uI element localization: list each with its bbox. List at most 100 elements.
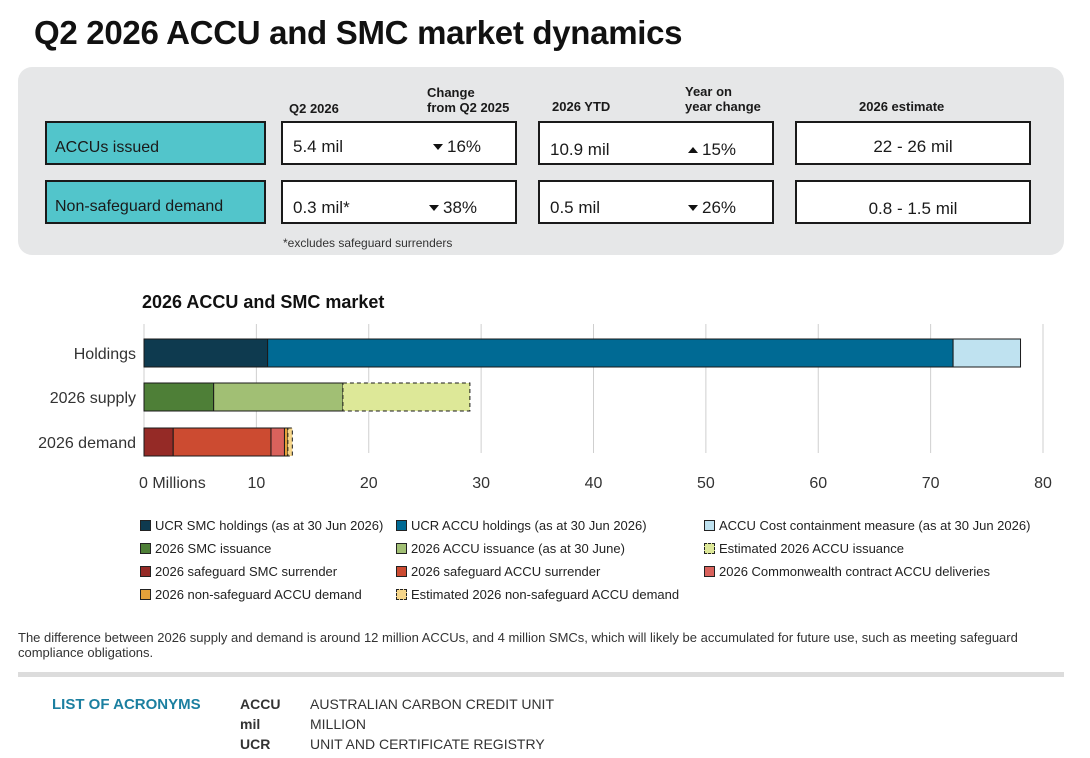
cell-demand-q2: 0.3 mil* 38%	[281, 180, 517, 224]
value-accus-q2: 5.4 mil	[293, 137, 344, 156]
x-tick-label: 40	[585, 475, 603, 492]
value-accus-estimate: 22 - 26 mil	[873, 137, 953, 156]
legend-swatch	[140, 566, 151, 577]
header-ytd: 2026 YTD	[552, 99, 611, 114]
legend-item: 2026 SMC issuance	[140, 541, 271, 556]
legend-swatch	[396, 566, 407, 577]
acronym-full: UNIT AND CERTIFICATE REGISTRY	[310, 736, 545, 752]
header-yoy: Year on year change	[685, 84, 761, 114]
acronym-abbr: UCR	[240, 736, 271, 752]
bar-segment	[287, 427, 293, 457]
bar-segment	[143, 427, 174, 457]
legend-swatch	[396, 543, 407, 554]
legend-label: 2026 ACCU issuance (as at 30 June)	[411, 541, 625, 556]
legend-label: 2026 safeguard ACCU surrender	[411, 564, 601, 579]
legend-item: 2026 non-safeguard ACCU demand	[140, 587, 362, 602]
value-accus-yoy: 15%	[702, 140, 737, 159]
acronym-abbr: mil	[240, 716, 261, 732]
header-change-line1: Change	[427, 85, 475, 100]
bar-segment	[143, 338, 269, 368]
header-change: Change from Q2 2025	[427, 85, 509, 115]
header-q2: Q2 2026	[289, 101, 339, 116]
legend-item: ACCU Cost containment measure (as at 30 …	[704, 518, 1030, 533]
bar-segment	[172, 427, 272, 457]
bar-segment	[267, 338, 954, 368]
value-accus-ytd: 10.9 mil	[550, 140, 610, 159]
down-arrow-icon	[433, 144, 443, 150]
down-arrow-icon	[429, 205, 439, 211]
x-tick-label: 30	[472, 475, 490, 492]
legend-label: UCR SMC holdings (as at 30 Jun 2026)	[155, 518, 384, 533]
legend-item: 2026 Commonwealth contract ACCU deliveri…	[704, 564, 990, 579]
legend-swatch	[140, 520, 151, 531]
market-bar-chart: 0 Millions 10 20 30 40 50 60 70 80 Holdings 2026 s…	[38, 324, 1052, 492]
acronyms-title: LIST OF ACRONYMS	[52, 696, 201, 713]
category-label: 2026 demand	[38, 435, 136, 452]
cell-accus-ytd: 10.9 mil 15%	[538, 121, 774, 165]
legend-swatch	[396, 520, 407, 531]
legend-item: 2026 ACCU issuance (as at 30 June)	[396, 541, 625, 556]
acronym-abbr: ACCU	[240, 696, 281, 712]
legend-label: Estimated 2026 non-safeguard ACCU demand	[411, 587, 680, 602]
section-divider	[18, 672, 1064, 677]
table-footnote: *excludes safeguard surrenders	[283, 236, 453, 250]
legend-swatch	[704, 543, 715, 554]
legend-swatch	[396, 589, 407, 600]
row-label-non-safeguard-demand: Non-safeguard demand	[45, 180, 266, 224]
legend-item: UCR ACCU holdings (as at 30 Jun 2026)	[396, 518, 647, 533]
legend-swatch	[140, 589, 151, 600]
value-demand-q2: 0.3 mil*	[293, 198, 350, 217]
chart-title: 2026 ACCU and SMC market	[142, 292, 385, 312]
row-label-accus-issued: ACCUs issued	[45, 121, 266, 165]
cell-demand-ytd: 0.5 mil 26%	[538, 180, 774, 224]
x-tick-label: 60	[809, 475, 827, 492]
legend-item: UCR SMC holdings (as at 30 Jun 2026)	[140, 518, 383, 533]
legend-label: UCR ACCU holdings (as at 30 Jun 2026)	[411, 518, 647, 533]
bar-segment	[283, 427, 289, 457]
down-arrow-icon	[688, 205, 698, 211]
legend-item: 2026 safeguard ACCU surrender	[396, 564, 600, 579]
value-demand-yoy: 26%	[702, 198, 737, 217]
bar-segment	[342, 382, 471, 412]
cell-demand-estimate: 0.8 - 1.5 mil	[795, 180, 1031, 224]
x-tick-label: 70	[922, 475, 940, 492]
bar-segment	[143, 382, 215, 412]
header-yoy-line2: year change	[685, 99, 761, 114]
header-yoy-line1: Year on	[685, 84, 732, 99]
acronym-full: MILLION	[310, 716, 367, 732]
value-demand-estimate: 0.8 - 1.5 mil	[868, 199, 958, 218]
legend-item: Estimated 2026 non-safeguard ACCU demand	[396, 587, 679, 602]
value-demand-change: 38%	[443, 198, 478, 217]
legend-label: Estimated 2026 ACCU issuance	[719, 541, 904, 556]
header-change-line2: from Q2 2025	[427, 100, 510, 115]
value-accus-change: 16%	[447, 137, 482, 156]
cell-accus-q2: 5.4 mil 16%	[281, 121, 517, 165]
legend-item: 2026 safeguard SMC surrender	[140, 564, 337, 579]
legend-swatch	[140, 543, 151, 554]
legend-label: ACCU Cost containment measure (as at 30 …	[719, 518, 1031, 533]
category-label: 2026 supply	[50, 390, 136, 407]
legend-label: 2026 non-safeguard ACCU demand	[155, 587, 362, 602]
legend-label: 2026 Commonwealth contract ACCU deliveri…	[719, 564, 990, 579]
x-tick-label: 20	[360, 475, 378, 492]
summary-text: The difference between 2026 supply and d…	[18, 630, 1018, 660]
bar-segment	[213, 382, 344, 412]
header-estimate: 2026 estimate	[859, 99, 945, 114]
up-arrow-icon	[688, 147, 698, 153]
legend-label: 2026 safeguard SMC surrender	[155, 564, 338, 579]
legend-label: 2026 SMC issuance	[155, 541, 272, 556]
page-title: Q2 2026 ACCU and SMC market dynamics	[34, 14, 683, 51]
x-tick-label: 0 Millions	[139, 475, 206, 492]
bar-segment	[952, 338, 1022, 368]
legend-swatch	[704, 566, 715, 577]
acronym-full: AUSTRALIAN CARBON CREDIT UNIT	[310, 696, 554, 712]
category-label: Holdings	[74, 346, 136, 363]
x-tick-label: 80	[1034, 475, 1052, 492]
x-tick-label: 50	[697, 475, 715, 492]
bar-segment	[270, 427, 285, 457]
legend-item: Estimated 2026 ACCU issuance	[704, 541, 904, 556]
x-tick-label: 10	[247, 475, 265, 492]
value-demand-ytd: 0.5 mil	[550, 198, 601, 217]
legend-swatch	[704, 520, 715, 531]
cell-accus-estimate: 22 - 26 mil	[795, 121, 1031, 165]
